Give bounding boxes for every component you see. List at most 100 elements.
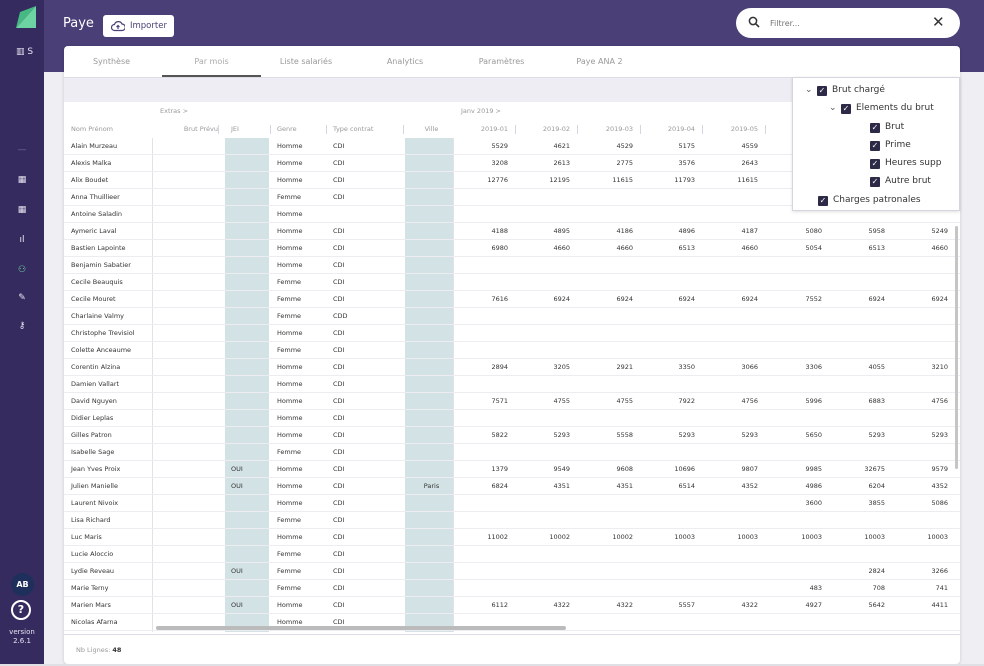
- tab-liste-salaries[interactable]: Liste salariés: [279, 57, 333, 66]
- chevron-down-icon[interactable]: ⌄: [805, 85, 813, 95]
- bar-chart-icon[interactable]: ıl: [19, 235, 25, 245]
- col-header-brut-prevu[interactable]: Brut Prévu: [183, 125, 218, 133]
- option-brut[interactable]: ✓ Brut: [870, 120, 904, 135]
- table-row[interactable]: Lisa Richard Femme CDI: [64, 512, 960, 529]
- horizontal-scrollbar[interactable]: [156, 626, 566, 630]
- table-row[interactable]: Aymeric Laval Homme CDI 4188 4895 4186 4896 418…: [64, 223, 960, 240]
- table-row[interactable]: Cecile Mouret Femme CDI 7616 6924 6924 6924 692…: [64, 291, 960, 308]
- vertical-scrollbar[interactable]: [955, 226, 958, 469]
- grid-alt-icon[interactable]: ▦: [17, 205, 27, 215]
- key-icon[interactable]: ⚷: [18, 321, 26, 331]
- help-icon[interactable]: ?: [11, 600, 31, 620]
- table-row[interactable]: Benjamin Sabatier Homme CDI: [64, 257, 960, 274]
- table-row[interactable]: Anna Thuillieer Femme CDI: [64, 189, 960, 206]
- checkbox-checked-icon[interactable]: ✓: [870, 141, 880, 151]
- checkbox-checked-icon[interactable]: ✓: [870, 177, 880, 187]
- col-header-2019-05[interactable]: 2019-05: [730, 125, 758, 133]
- table-row[interactable]: Corentin Alzina Homme CDI 2894 3205 2921 3350 3…: [64, 359, 960, 376]
- col-header-name[interactable]: Nom Prénom: [71, 125, 113, 133]
- grid-icon[interactable]: ▦: [17, 175, 27, 185]
- col-header-2019-04[interactable]: 2019-04: [667, 125, 695, 133]
- cell-value: 3600: [805, 499, 822, 507]
- checkbox-checked-icon[interactable]: ✓: [818, 196, 828, 206]
- table-row[interactable]: Didier Leplas Homme CDI: [64, 410, 960, 427]
- option-brut-charge[interactable]: ⌄ ✓ Brut chargé: [805, 83, 885, 98]
- cell-value: [583, 444, 633, 461]
- cell-type-contrat: CDI: [333, 414, 345, 422]
- tab-paye-ana-2[interactable]: Paye ANA 2: [576, 57, 623, 66]
- table-row[interactable]: Nicolas Afarna Homme CDI: [64, 614, 960, 631]
- table-row[interactable]: Damien Vallart Homme CDI: [64, 376, 960, 393]
- checkbox-checked-icon[interactable]: ✓: [870, 159, 880, 169]
- col-header-2019-01[interactable]: 2019-01: [480, 125, 508, 133]
- checkbox-checked-icon[interactable]: ✓: [870, 123, 880, 133]
- table-row[interactable]: Alexis Malka Homme CDI 3208 2613 2775 3576 2643: [64, 155, 960, 172]
- cell-value: [645, 342, 695, 359]
- table-row[interactable]: David Nguyen Homme CDI 7571 4755 4755 7922 4756…: [64, 393, 960, 410]
- cell-value: [458, 325, 508, 342]
- checkbox-checked-icon[interactable]: ✓: [817, 86, 827, 96]
- tab-par-mois[interactable]: Par mois: [194, 57, 229, 66]
- col-header-genre[interactable]: Genre: [277, 125, 297, 133]
- cell-value: 2894: [491, 363, 508, 371]
- cell-genre: Homme: [277, 363, 303, 371]
- cell-name: Julien Manielle: [71, 482, 118, 490]
- row-count-label: Nb Lignes:: [76, 646, 111, 654]
- table-row[interactable]: Marien Mars OUI Homme CDI 6112 4322 4322 5557 43…: [64, 597, 960, 614]
- table-row[interactable]: Alain Murzeau Homme CDI 5529 4621 4529 5175 455…: [64, 138, 960, 155]
- table-row[interactable]: Charlaine Valmy Femme CDD: [64, 308, 960, 325]
- col-header-2019-02[interactable]: 2019-02: [542, 125, 570, 133]
- version-label: version: [9, 628, 35, 636]
- tab-synthese[interactable]: Synthèse: [92, 57, 131, 66]
- cell-value: [898, 257, 948, 274]
- table-row[interactable]: Bastien Lapointe Homme CDI 6980 4660 4660 6513…: [64, 240, 960, 257]
- table-row[interactable]: Marie Terny Femme CDI 483 708 741: [64, 580, 960, 597]
- tab-parametres[interactable]: Paramètres: [478, 57, 525, 66]
- cell-value: 4188: [491, 227, 508, 235]
- col-header-2019-03[interactable]: 2019-03: [605, 125, 633, 133]
- table-row[interactable]: Christophe Trevisiol Homme CDI: [64, 325, 960, 342]
- option-charges-patronales[interactable]: ✓ Charges patronales: [818, 193, 921, 208]
- group-header-janv-2019[interactable]: Janv 2019 >: [461, 107, 501, 115]
- table-row[interactable]: Gilles Patron Homme CDI 5822 5293 5558 5293 529…: [64, 427, 960, 444]
- table-row[interactable]: Jean Yves Proix OUI Homme CDI 1379 9549 9608 10…: [64, 461, 960, 478]
- cell-value: 7616: [491, 295, 508, 303]
- avatar[interactable]: AB: [11, 573, 34, 596]
- group-header-extras[interactable]: Extras >: [160, 107, 189, 115]
- cell-value: [458, 274, 508, 291]
- tab-analytics[interactable]: Analytics: [386, 57, 424, 66]
- table-row[interactable]: Laurent Nivoix Homme CDI 3600 3855 5086: [64, 495, 960, 512]
- option-elements-du-brut[interactable]: ⌄ ✓ Elements du brut: [829, 101, 934, 116]
- table-row[interactable]: Colette Anceaume Femme CDI: [64, 342, 960, 359]
- import-button[interactable]: Importer: [103, 15, 174, 37]
- cell-type-contrat: CDI: [333, 516, 345, 524]
- cell-value: [708, 444, 758, 461]
- edit-icon[interactable]: ✎: [18, 293, 26, 303]
- option-heures-supp[interactable]: ✓ Heures supp: [870, 156, 941, 171]
- users-icon[interactable]: ⚇: [17, 265, 27, 275]
- close-icon[interactable]: ✕: [932, 13, 945, 31]
- search-input[interactable]: [770, 16, 920, 30]
- cell-value: 4927: [805, 601, 822, 609]
- table-row[interactable]: Luc Maris Homme CDI 11002 10002 10002 10003 100…: [64, 529, 960, 546]
- table-row[interactable]: Cecile Beauquis Femme CDI: [64, 274, 960, 291]
- table-row[interactable]: Lydie Reveau OUI Femme CDI 2824 3266: [64, 563, 960, 580]
- app-logo[interactable]: [16, 6, 36, 28]
- table-row[interactable]: Julien Manielle OUI Homme CDI Paris 6824 4351 4…: [64, 478, 960, 495]
- sidebar-company-item[interactable]: ▥ S: [0, 44, 44, 60]
- table-row[interactable]: Isabelle Sage Femme CDI: [64, 444, 960, 461]
- cell-value: [645, 206, 695, 223]
- chevron-down-icon[interactable]: ⌄: [829, 103, 837, 113]
- col-header-type-contrat[interactable]: Type contrat: [333, 125, 374, 133]
- cell-value: [645, 512, 695, 529]
- table-row[interactable]: Antoine Saladin Homme: [64, 206, 960, 223]
- col-header-ville[interactable]: Ville: [424, 125, 439, 133]
- table-row[interactable]: Alix Boudet Homme CDI 12776 12195 11615 11793 1…: [64, 172, 960, 189]
- table-row[interactable]: Lucie Aloccio Femme CDI: [64, 546, 960, 563]
- checkbox-checked-icon[interactable]: ✓: [841, 104, 851, 114]
- cell-jei: [231, 172, 261, 189]
- col-header-jei[interactable]: JEI: [231, 125, 239, 133]
- option-autre-brut[interactable]: ✓ Autre brut: [870, 174, 931, 189]
- option-prime[interactable]: ✓ Prime: [870, 138, 911, 153]
- cell-value: [583, 614, 633, 631]
